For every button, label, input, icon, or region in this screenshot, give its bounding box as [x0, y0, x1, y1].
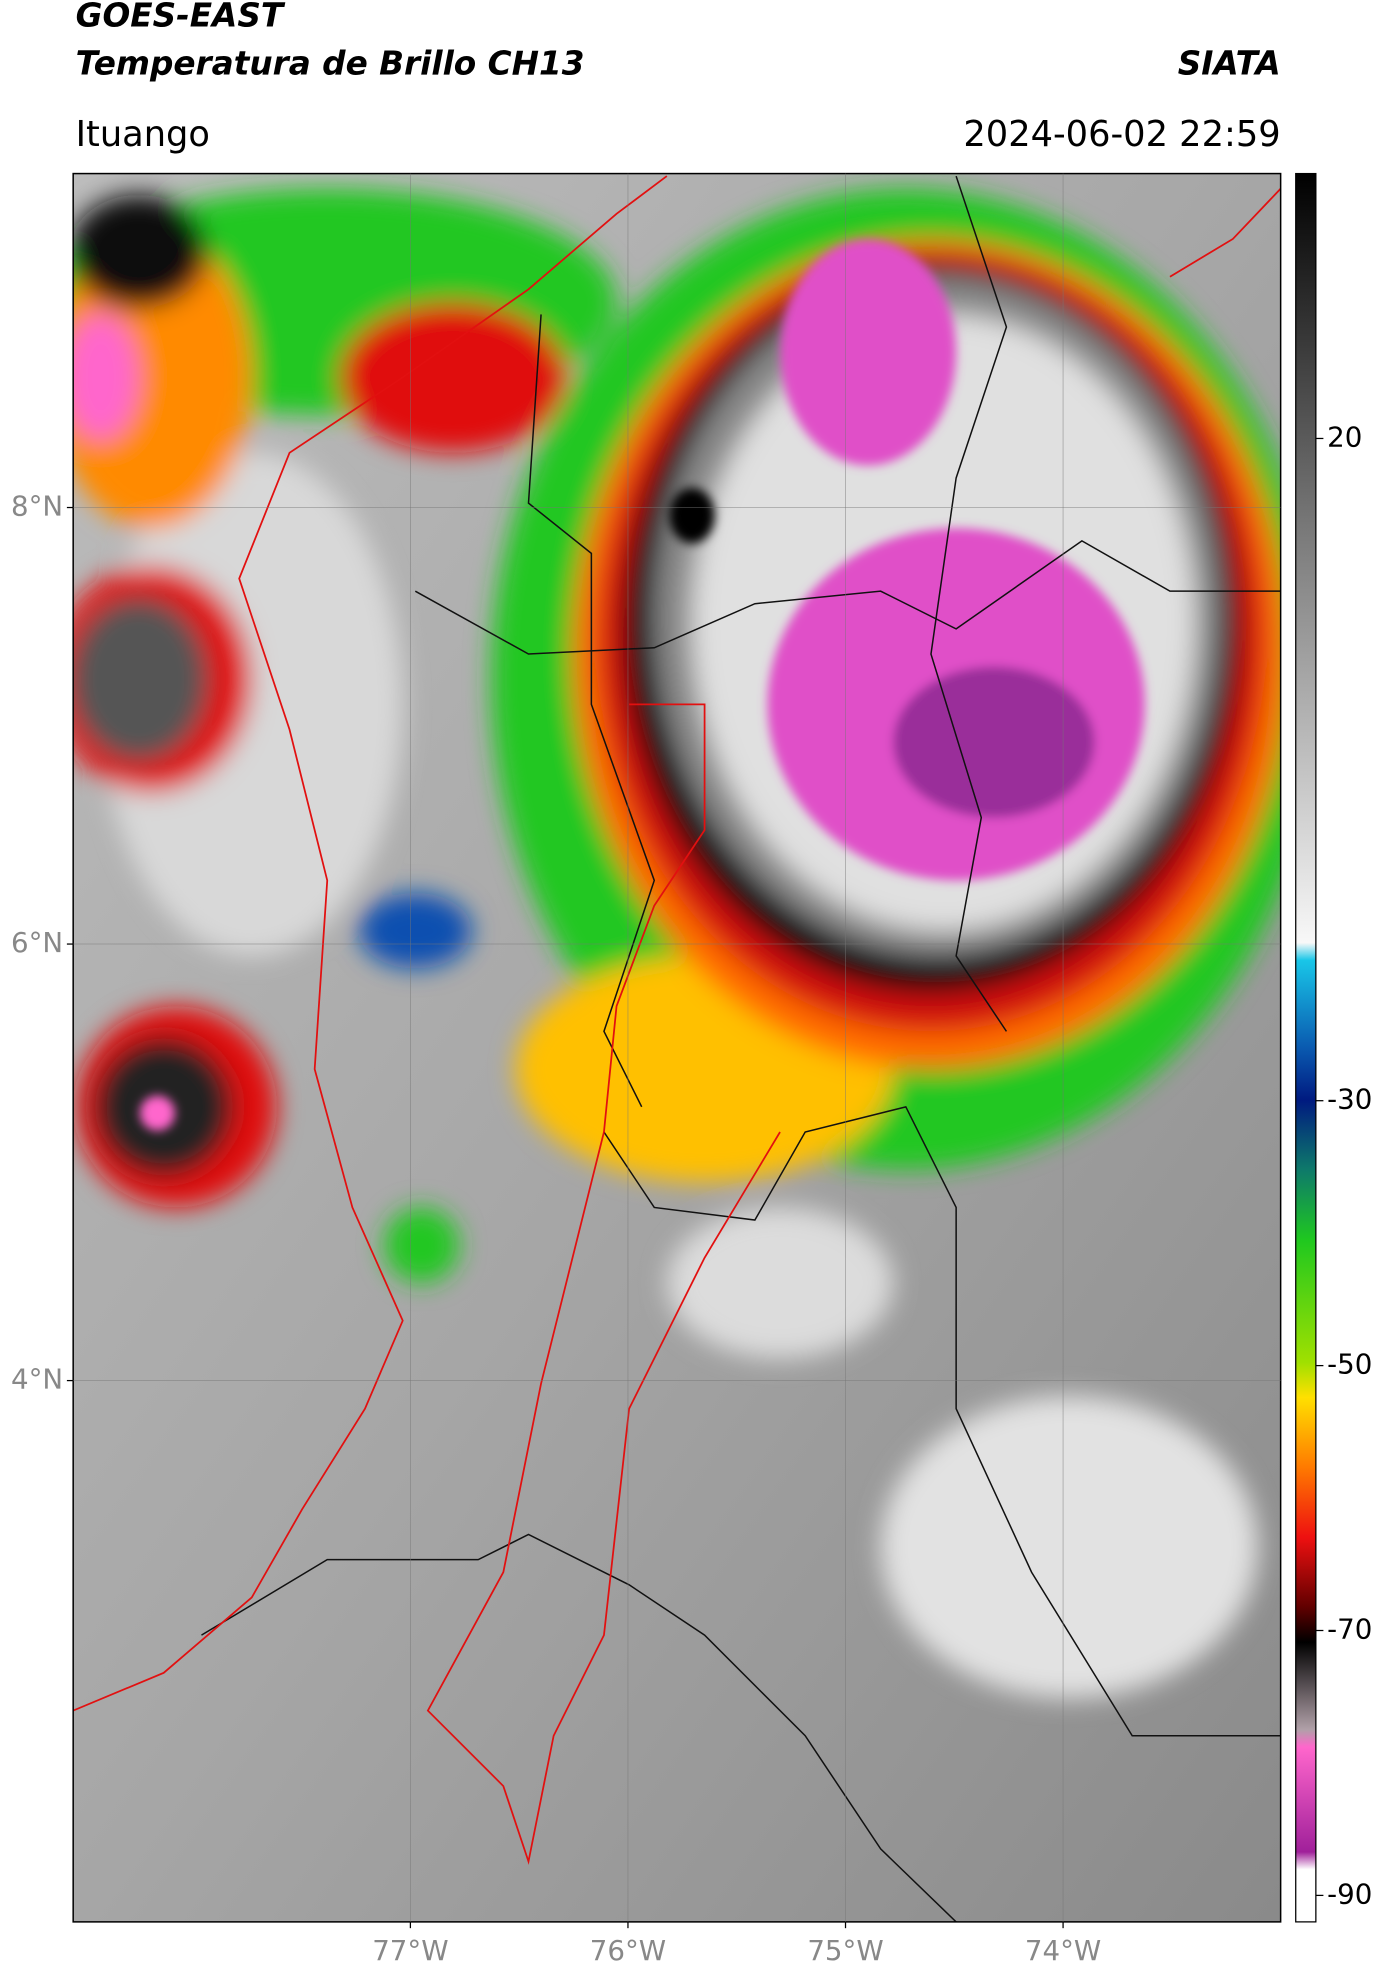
title: GOES-EAST: [76, 0, 286, 35]
colorbar: [1295, 172, 1317, 1923]
lon-tick-label: 77°W: [372, 1934, 448, 1967]
map-frame: [72, 172, 1282, 1923]
colorbar-tick-label: -30: [1327, 1083, 1372, 1116]
colorbar-tick-label: -70: [1327, 1612, 1372, 1645]
subtitle: Temperatura de Brillo CH13: [76, 44, 585, 82]
lat-tick-label: 6°N: [11, 926, 63, 959]
datetime: 2024-06-02 22:59: [963, 114, 1280, 155]
source: SIATA: [1178, 44, 1281, 82]
lon-tick-label: 75°W: [807, 1934, 883, 1967]
lon-tick-label: 76°W: [590, 1934, 666, 1967]
colorbar-tick-label: -50: [1327, 1348, 1372, 1381]
satellite-image: [73, 173, 1281, 1922]
lat-tick-label: 8°N: [11, 490, 63, 523]
colorbar-tick-label: 20: [1327, 420, 1362, 453]
colorbar-tick-label: -90: [1327, 1877, 1372, 1910]
lat-tick-label: 4°N: [11, 1363, 63, 1396]
lon-tick-label: 74°W: [1025, 1934, 1101, 1967]
location: Ituango: [76, 114, 210, 155]
